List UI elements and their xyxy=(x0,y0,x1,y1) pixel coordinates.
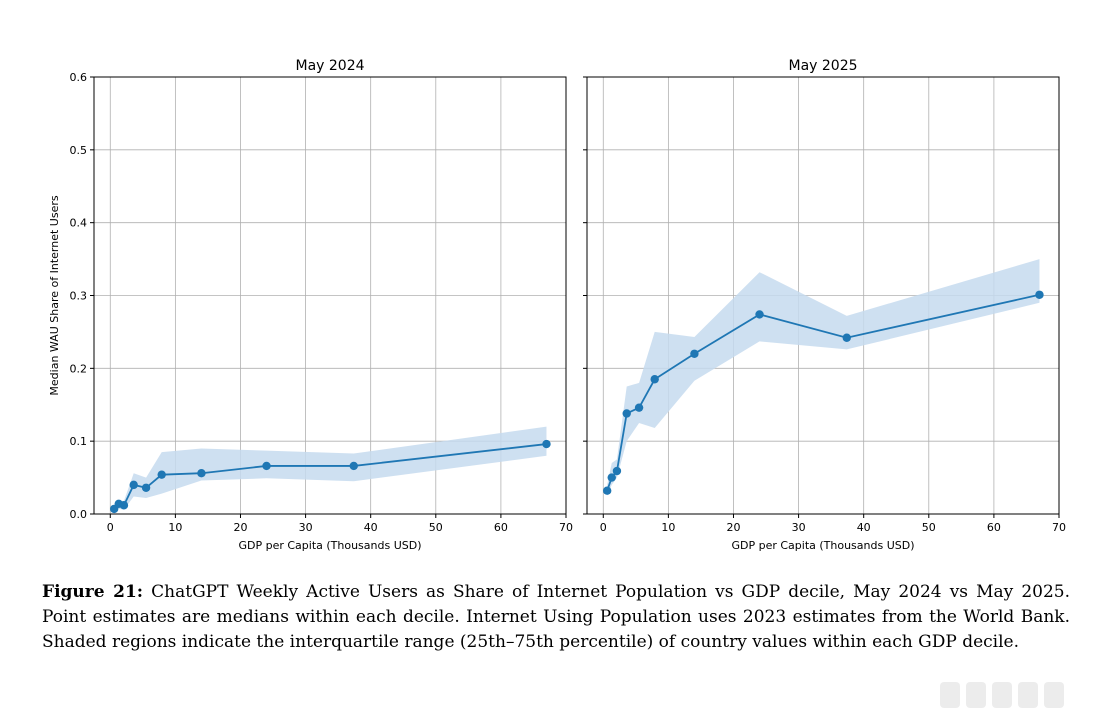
data-point xyxy=(690,349,699,358)
watermark xyxy=(940,678,1090,712)
watermark-block xyxy=(992,682,1012,708)
x-tick-label: 0 xyxy=(600,521,607,534)
x-tick-label: 10 xyxy=(168,521,182,534)
x-tick-label: 30 xyxy=(792,521,806,534)
data-point xyxy=(622,409,631,418)
watermark-block xyxy=(1018,682,1038,708)
iqr-band xyxy=(607,259,1040,496)
x-tick-label: 70 xyxy=(1052,521,1066,534)
x-tick-label: 40 xyxy=(364,521,378,534)
y-tick-label: 0.4 xyxy=(70,217,88,230)
data-point xyxy=(141,483,151,492)
x-tick-label: 40 xyxy=(857,521,871,534)
x-axis-label: GDP per Capita (Thousands USD) xyxy=(238,539,421,552)
y-tick-label: 0.6 xyxy=(70,71,88,84)
watermark-block xyxy=(1044,682,1064,708)
x-tick-label: 20 xyxy=(233,521,247,534)
x-tick-label: 10 xyxy=(661,521,675,534)
x-tick-label: 0 xyxy=(107,521,114,534)
data-point xyxy=(602,486,612,495)
data-point xyxy=(197,469,206,478)
caption-text: ChatGPT Weekly Active Users as Share of … xyxy=(42,582,1071,652)
x-tick-label: 50 xyxy=(429,521,443,534)
data-point xyxy=(612,466,622,476)
figure-caption: Figure 21: ChatGPT Weekly Active Users a… xyxy=(42,580,1070,655)
x-tick-label: 60 xyxy=(494,521,508,534)
data-point xyxy=(755,310,764,319)
x-axis-label: GDP per Capita (Thousands USD) xyxy=(731,539,914,552)
x-tick-label: 20 xyxy=(726,521,740,534)
x-tick-label: 50 xyxy=(922,521,936,534)
data-point xyxy=(119,501,129,510)
data-point xyxy=(842,333,851,342)
y-tick-label: 0.5 xyxy=(70,144,88,157)
x-tick-label: 70 xyxy=(559,521,573,534)
y-axis-label: Median WAU Share of Internet Users xyxy=(48,195,61,395)
iqr-band xyxy=(114,426,547,512)
panel-title: May 2025 xyxy=(788,58,857,74)
data-point xyxy=(157,470,166,479)
y-tick-label: 0.2 xyxy=(70,362,88,375)
panel-title: May 2024 xyxy=(295,58,364,74)
watermark-block xyxy=(966,682,986,708)
data-point xyxy=(262,461,271,471)
data-point xyxy=(650,375,659,384)
y-tick-label: 0.3 xyxy=(70,290,88,303)
y-tick-label: 0.1 xyxy=(70,435,88,448)
figure: 0 10 20 30 40 50 60 70 0.0 0.1 0.2 0.3 0.4 0.5 0.6 May … xyxy=(48,58,1066,552)
x-tick-label: 30 xyxy=(299,521,313,534)
data-point xyxy=(634,403,644,412)
data-point xyxy=(542,439,551,449)
caption-label: Figure 21: xyxy=(42,582,144,602)
watermark-block xyxy=(940,682,960,708)
data-point xyxy=(1035,290,1044,299)
data-point xyxy=(129,480,138,490)
data-point xyxy=(607,473,616,482)
data-point xyxy=(349,461,358,471)
x-tick-label: 60 xyxy=(987,521,1001,534)
y-tick-label: 0.0 xyxy=(70,508,88,521)
